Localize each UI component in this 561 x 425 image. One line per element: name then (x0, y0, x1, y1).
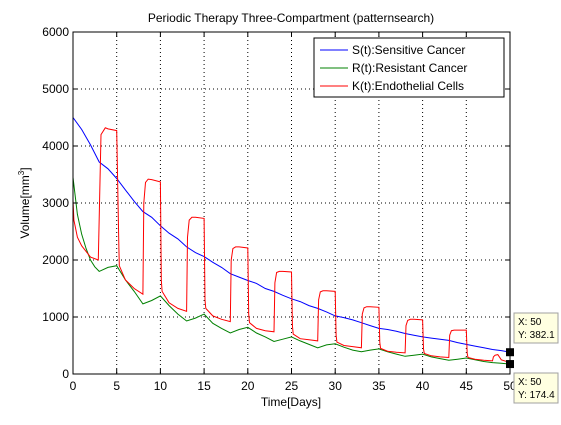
x-tick-label: 35 (372, 379, 386, 393)
datatip-box[interactable] (513, 312, 559, 344)
series-line-2 (72, 127, 511, 364)
datatip-x-label: X: 50 (518, 377, 542, 388)
x-tick-label: 10 (154, 379, 168, 393)
legend-entry: K(t):Endothelial Cells (352, 79, 464, 93)
y-tick-label: 6000 (42, 25, 69, 39)
datatips[interactable]: X: 50 Y: 382.1 X: 50 Y: 174.4 (506, 312, 559, 404)
datatip-y-label: Y: 382.1 (518, 330, 555, 341)
y-tick-label: 0 (62, 367, 69, 381)
y-axis-label-close: ] (18, 167, 32, 170)
y-axis-label-main: Volume[mm (18, 175, 32, 238)
datatip-box[interactable] (513, 372, 559, 404)
y-tick-label: 2000 (42, 253, 69, 267)
x-tick-label: 40 (416, 379, 430, 393)
y-tick-label: 3000 (42, 196, 69, 210)
x-tick-label: 5 (113, 379, 120, 393)
x-tick-label: 0 (70, 379, 77, 393)
plot-area (72, 117, 511, 365)
x-tick-label: 25 (285, 379, 299, 393)
y-tick-label: 1000 (42, 310, 69, 324)
x-tick-label: 45 (460, 379, 474, 393)
datatip-marker[interactable] (506, 348, 514, 357)
y-axis-label-superscript: 3 (17, 170, 26, 175)
datatip-x-label: X: 50 (518, 317, 542, 328)
ticks: 0 5 10 15 20 25 30 35 40 45 5001000200030004000500… (42, 25, 517, 393)
x-tick-label: 15 (197, 379, 211, 393)
datatip-y-label: Y: 174.4 (518, 390, 555, 401)
legend-entry: R(t):Resistant Cancer (352, 61, 467, 75)
y-axis-label: Volume[mm3] (17, 167, 32, 238)
y-tick-label: 5000 (42, 82, 69, 96)
x-tick-label: 30 (329, 379, 343, 393)
legend: S(t):Sensitive Cancer R(t):Resistant Canc… (313, 37, 505, 98)
legend-entry: S(t):Sensitive Cancer (352, 43, 465, 57)
chart-title: Periodic Therapy Three-Compartment (patt… (148, 11, 434, 25)
x-tick-label: 20 (241, 379, 255, 393)
x-axis-label: Time[Days] (261, 395, 321, 409)
datatip-marker[interactable] (506, 360, 514, 369)
y-tick-label: 4000 (42, 139, 69, 153)
